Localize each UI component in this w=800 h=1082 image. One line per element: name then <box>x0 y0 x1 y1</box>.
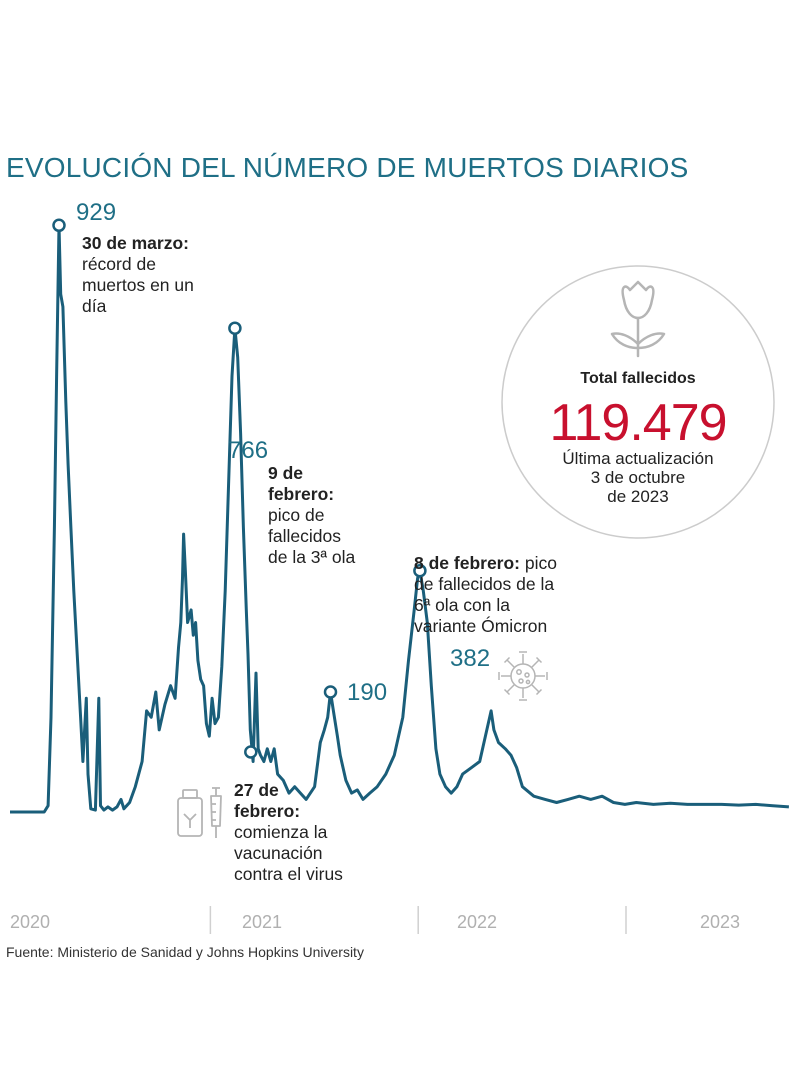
peak-value-766: 766 <box>228 437 269 464</box>
x-tick-label-2023: 2023 <box>700 912 741 932</box>
peak-marker-190 <box>323 685 338 699</box>
annotation-vaccine-line1: comienza la <box>234 822 328 842</box>
update-text: Última actualización 3 de octubre de 202… <box>502 449 774 506</box>
annotation-peak6-line1: de fallecidos de la <box>414 574 555 594</box>
chart-title: EVOLUCIÓN DEL NÚMERO DE MUERTOS DIARIOS <box>6 152 689 183</box>
update-line1: Última actualización <box>562 449 714 468</box>
peak-marker-929 <box>52 218 66 233</box>
annotation-peak1-date: 30 de marzo: <box>82 233 189 253</box>
peak-marker-766 <box>228 321 242 335</box>
annotation-peak6-date: 8 de febrero: <box>414 553 520 573</box>
annotation-vaccine-line2: vacunación <box>234 843 323 863</box>
peak-markers <box>52 218 427 759</box>
peak-value-382: 382 <box>450 645 491 672</box>
virus-icon <box>498 651 548 701</box>
annotation-peak6-line3: variante Ómicron <box>414 616 548 636</box>
peak-marker-382 <box>413 563 427 578</box>
annotation-peak3-date1: 9 de <box>268 463 304 483</box>
vaccine-icon <box>177 787 222 838</box>
peak-value-190: 190 <box>347 679 388 706</box>
annotation-peak6-line0: pico <box>524 553 557 573</box>
total-label: Total fallecidos <box>580 370 696 387</box>
annotation-vaccine-date2: febrero: <box>234 801 301 821</box>
annotation-peak3-line1: pico de <box>268 505 325 525</box>
peak-marker-vaccination <box>244 745 258 759</box>
annotation-peak3: 9 de febrero: pico de fallecidos de la 3… <box>268 463 355 568</box>
update-line3: de 2023 <box>607 487 669 506</box>
peak-value-929: 929 <box>76 199 117 226</box>
total-circle <box>501 265 775 539</box>
annotation-peak6: 8 de febrero: pico de fallecidos de la 6… <box>414 553 557 637</box>
x-tick-label-2021: 2021 <box>242 912 283 932</box>
annotation-vaccine-date1: 27 de <box>234 780 279 800</box>
annotation-vaccine-line3: contra el virus <box>234 864 343 884</box>
flower-icon <box>610 280 666 358</box>
annotation-vaccine: 27 de febrero: comienza la vacunación co… <box>234 780 343 885</box>
annotation-peak1-line1: récord de <box>82 254 156 274</box>
annotation-peak6-line2: 6ª ola con la <box>414 595 510 615</box>
annotation-peak3-line3: de la 3ª ola <box>268 547 356 567</box>
series-line-deaths <box>10 223 790 814</box>
x-tick-label-2020: 2020 <box>10 912 51 932</box>
year-dividers <box>209 906 627 934</box>
update-line2: 3 de octubre <box>590 468 686 487</box>
annotation-peak1-line2: muertos en un <box>82 275 194 295</box>
annotation-peak1: 30 de marzo: récord de muertos en un día <box>82 233 194 317</box>
annotation-peak3-date2: febrero: <box>268 484 335 504</box>
source-note: Fuente: Ministerio de Sanidad y Johns Ho… <box>6 944 364 960</box>
annotation-peak1-line3: día <box>82 296 107 316</box>
annotation-peak3-line2: fallecidos <box>268 526 341 546</box>
x-tick-label-2022: 2022 <box>457 912 498 932</box>
total-value: 119.479 <box>549 394 727 452</box>
